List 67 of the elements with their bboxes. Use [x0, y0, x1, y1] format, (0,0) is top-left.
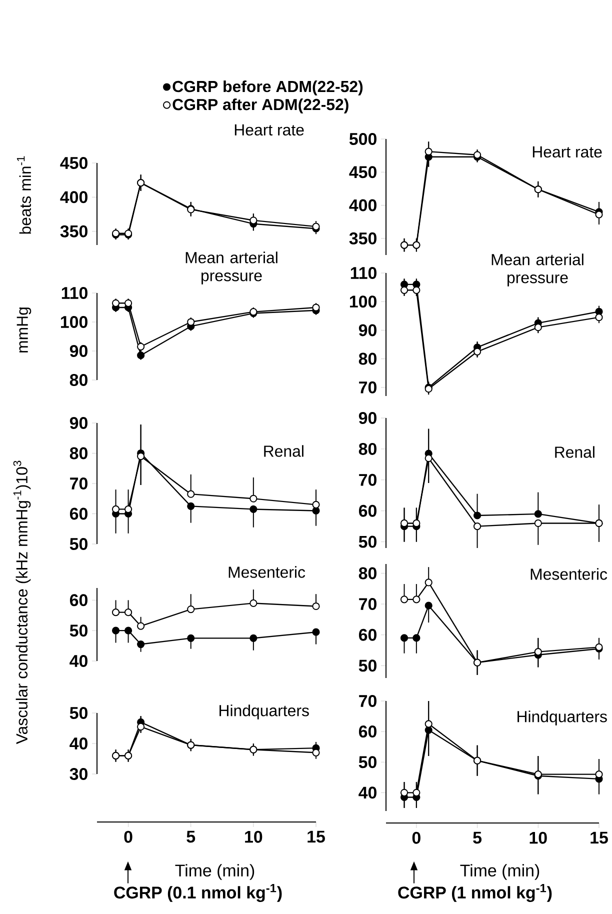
y-tick-label: 110	[351, 267, 377, 279]
x-tick-label: 15	[590, 832, 608, 844]
chart-title: Mesenteric	[228, 566, 306, 578]
y-tick-label: 90	[70, 417, 88, 429]
y-tick-label: 70	[359, 598, 377, 610]
y-tick-label: 50	[358, 660, 377, 672]
y-tick-label: 50	[70, 624, 88, 637]
y-axis-title: mmHg	[16, 308, 32, 352]
y-tick-label: 100	[350, 296, 377, 308]
text: CGRP (1 nmol kg$^{-1}$)	[398, 884, 552, 902]
chart-title: Hindquarters	[220, 704, 310, 720]
y-tick-label: 110	[62, 286, 88, 299]
y-tick-label: 50	[358, 536, 377, 548]
y-tick-label: 50	[358, 756, 377, 768]
y-tick-label: 80	[359, 567, 377, 580]
text: Renal	[264, 445, 304, 457]
y-tick-label: 400	[349, 199, 377, 212]
y-tick-label: 90	[70, 344, 88, 357]
y-tick-label: 90	[359, 412, 377, 424]
y-tick-label: 80	[70, 374, 88, 386]
y-tick-label: 40	[70, 738, 88, 750]
y-tick-label: 80	[359, 352, 377, 365]
y-tick-label: 70	[359, 474, 377, 486]
chart-title: Heart rate	[533, 146, 602, 158]
x-axis-title: Time (min)	[460, 864, 540, 880]
x-tick-label: 5	[473, 832, 482, 844]
chart-title: Mesenteric	[530, 568, 608, 580]
x-tick-label: 0	[124, 830, 132, 843]
x-tick-label: 10	[530, 832, 547, 844]
y-tick-label: 80	[70, 447, 88, 460]
y-tick-label: 90	[359, 324, 377, 336]
y-tick-label: 60	[359, 726, 377, 738]
y-axis-title: Vascular conductance (kHz mmHg$^{-1}$)10$^{3}$	[13, 460, 31, 744]
y-tick-label: 60	[359, 504, 377, 517]
y-axis-title: beats min$^{-1}$	[17, 156, 32, 234]
chart-title: Heart rate	[235, 124, 304, 136]
x-axis-title: Time (min)	[175, 864, 254, 880]
y-tick-label: 30	[70, 768, 88, 780]
text: Renal	[555, 446, 595, 458]
text: Hindquarters	[518, 710, 608, 726]
y-tick-label: 70	[359, 695, 377, 708]
y-tick-label: 400	[60, 191, 88, 204]
chart-title: Mean arterial pressure	[186, 252, 278, 284]
chart-title: Mean arterial pressure	[492, 254, 584, 286]
y-tick-label: 60	[70, 594, 88, 606]
y-tick-label: 500	[350, 132, 377, 145]
y-tick-label: 450	[60, 156, 88, 169]
x-tick-label: 15	[308, 830, 326, 843]
y-tick-label: 40	[70, 655, 88, 667]
y-tick-label: 70	[70, 478, 88, 490]
x-tick-label: 10	[245, 830, 262, 843]
x-tick-label: 5	[186, 830, 196, 843]
y-tick-label: 40	[358, 786, 377, 799]
y-tick-label: 60	[359, 628, 377, 641]
x-tick-label: 0	[412, 832, 421, 844]
y-tick-label: 70	[359, 381, 377, 394]
y-tick-label: 350	[60, 225, 88, 238]
y-tick-label: 350	[349, 232, 377, 244]
y-tick-label: 50	[70, 707, 88, 719]
legend-label: CGRP before ADM(22-52)	[172, 80, 363, 96]
text: CGRP (0.1 nmol kg$^{-1}$)	[114, 884, 282, 902]
y-tick-label: 100	[61, 316, 88, 328]
legend-label: CGRP after ADM(22-52)	[172, 98, 349, 114]
y-tick-label: 60	[70, 508, 88, 520]
y-tick-label: 450	[349, 166, 377, 178]
y-tick-label: 50	[70, 538, 88, 550]
y-tick-label: 80	[359, 442, 377, 455]
